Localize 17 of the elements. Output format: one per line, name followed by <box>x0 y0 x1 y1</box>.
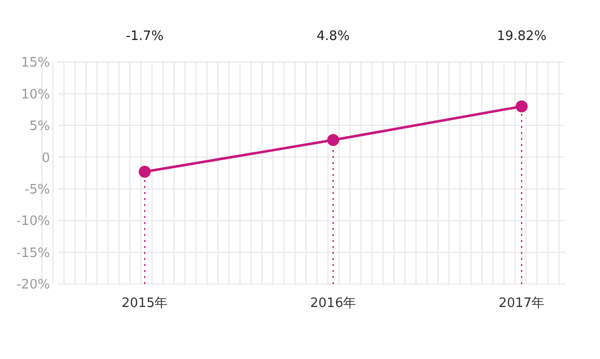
point <box>516 100 528 112</box>
y-tick-label: -20% <box>16 278 50 293</box>
y-tick-label: 5% <box>29 119 50 134</box>
point <box>138 166 151 178</box>
y-tick-label: -5% <box>24 182 50 198</box>
text: 19.82% <box>496 29 546 44</box>
y-tick-label: 15% <box>21 56 50 71</box>
x-tick-label: 2015年 <box>122 296 168 312</box>
y-tick-label: 0 <box>42 150 50 166</box>
x-tick-label: 2016年 <box>310 296 356 312</box>
x-tick-label: 2017年 <box>498 296 545 312</box>
y-tick-label: -10% <box>16 214 50 230</box>
text: -1.7% <box>126 29 164 44</box>
point <box>327 134 340 146</box>
text: 4.8% <box>316 29 350 44</box>
y-tick-label: -15% <box>16 246 50 261</box>
y-tick-label: 10% <box>21 87 50 102</box>
